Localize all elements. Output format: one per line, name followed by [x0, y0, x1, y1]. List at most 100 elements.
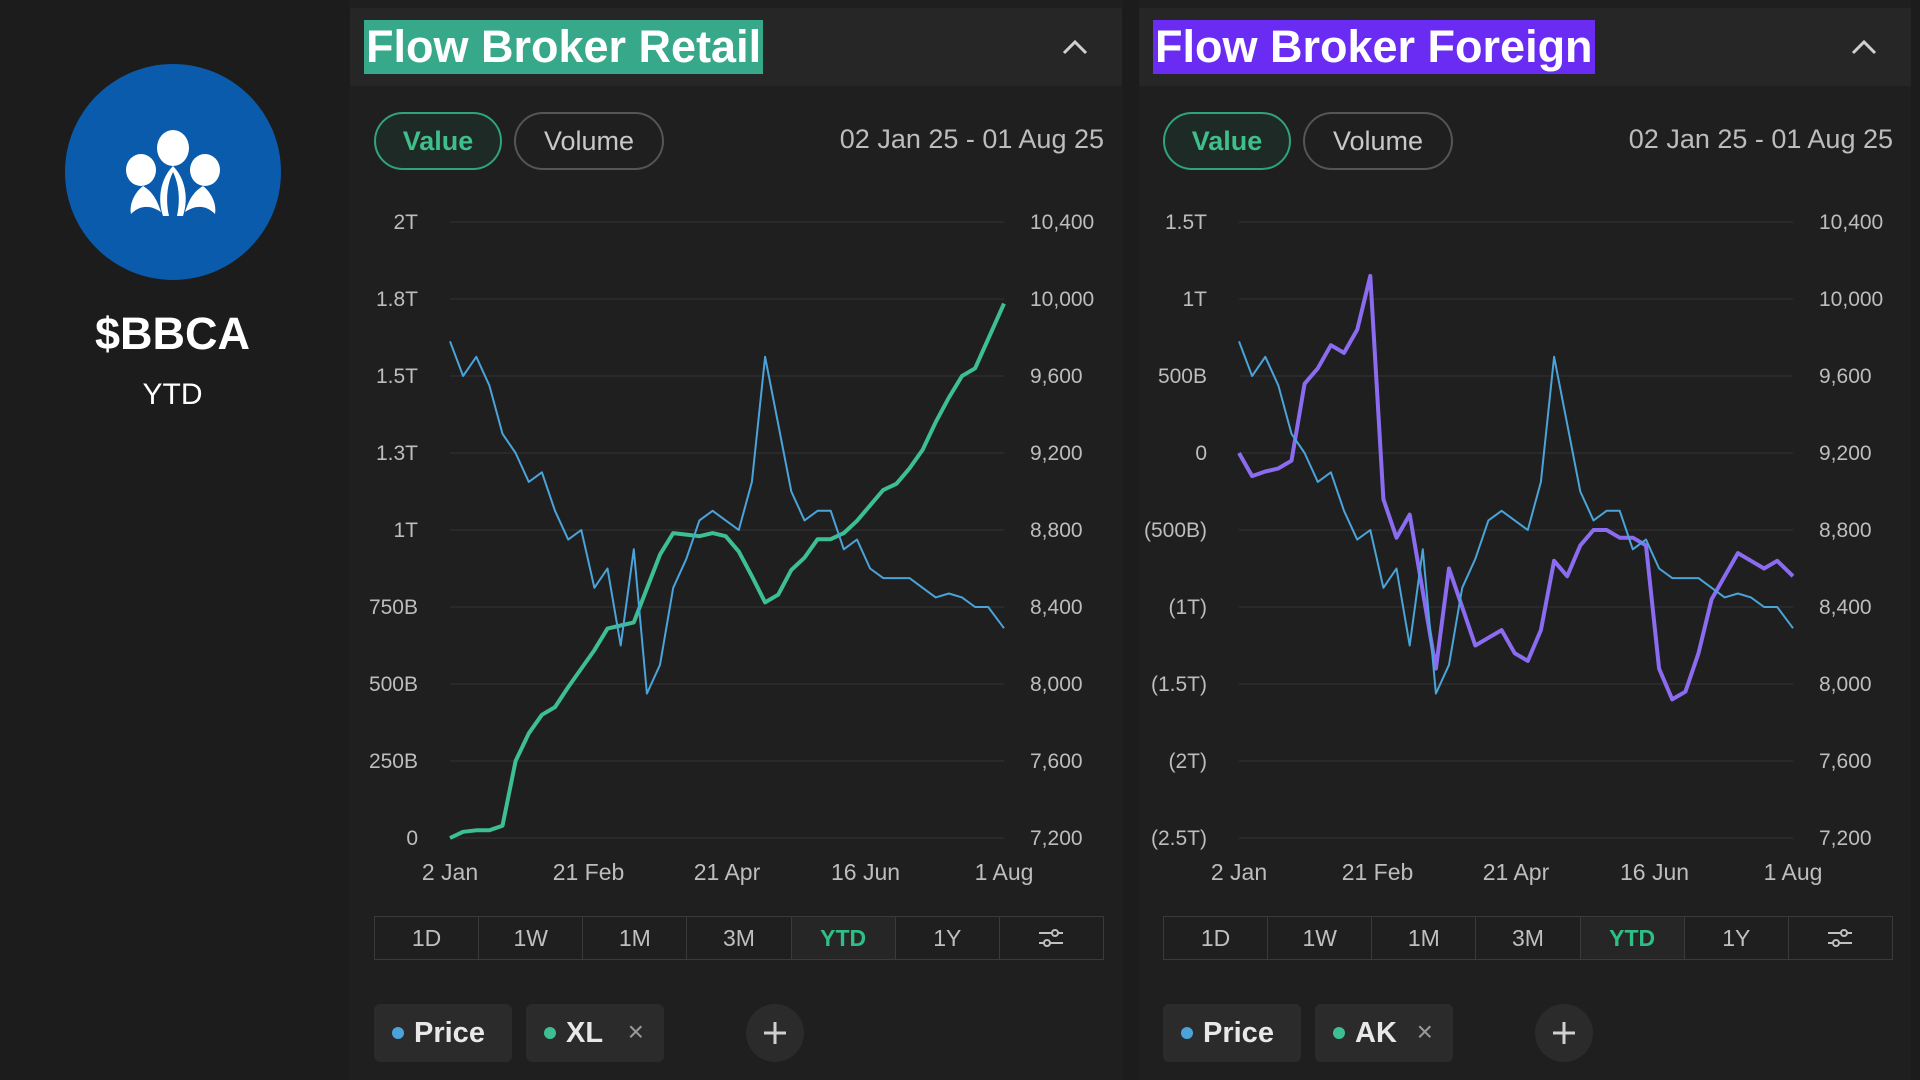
left-tick-label: 2T [393, 211, 418, 234]
volume-toggle-button[interactable]: Volume [1303, 112, 1453, 170]
stock-profile: $BBCA YTD [0, 0, 345, 1080]
broker-chip-xl[interactable]: XL × [526, 1004, 664, 1062]
right-tick-label: 8,400 [1030, 596, 1083, 619]
chip-label: Price [414, 1016, 485, 1049]
left-tick-label: 1.8T [376, 288, 418, 311]
right-tick-label: 10,000 [1819, 288, 1883, 311]
series-chips: Price AK × [1163, 1004, 1893, 1062]
chevron-up-icon[interactable] [1058, 30, 1092, 64]
series-line-xl [449, 302, 1006, 840]
date-range: 02 Jan 25 - 01 Aug 25 [839, 124, 1104, 154]
value-volume-toggle: Value Volume 02 Jan 25 - 01 Aug 25 [374, 112, 1104, 172]
timeframe-1y[interactable]: 1Y [1685, 917, 1789, 959]
right-tick-label: 9,200 [1819, 442, 1872, 465]
ticker-symbol: $BBCA [94, 308, 251, 359]
right-tick-label: 8,000 [1819, 673, 1872, 696]
broker-chip-ak[interactable]: AK × [1315, 1004, 1453, 1062]
timeframe-bar: 1D 1W 1M 3M YTD 1Y [374, 916, 1104, 960]
foreign-panel: Flow Broker Foreign Value Volume 02 Jan … [1139, 0, 1911, 1080]
add-series-button[interactable] [746, 1004, 804, 1062]
retail-panel: Flow Broker Retail Value Volume 02 Jan 2… [350, 0, 1122, 1080]
series-line-price [1238, 340, 1794, 695]
left-tick-label: 500B [1158, 365, 1207, 388]
chip-label: XL [566, 1016, 604, 1049]
timeframe-ytd[interactable]: YTD [1580, 917, 1685, 959]
left-tick-label: 250B [369, 750, 418, 773]
right-tick-label: 9,200 [1030, 442, 1083, 465]
timeframe-1w[interactable]: 1W [1268, 917, 1373, 959]
price-chip[interactable]: Price [1163, 1004, 1301, 1062]
left-tick-label: 1.5T [1165, 211, 1207, 234]
chip-label: Price [1203, 1016, 1274, 1049]
right-tick-label: 8,800 [1819, 519, 1872, 542]
left-tick-label: 1T [393, 519, 418, 542]
add-series-button[interactable] [1535, 1004, 1593, 1062]
left-tick-label: 500B [369, 673, 418, 696]
panel-title: Flow Broker Retail [364, 20, 764, 74]
left-tick-label: 1.3T [376, 442, 418, 465]
timeframe-ytd[interactable]: YTD [791, 917, 896, 959]
right-tick-label: 10,400 [1030, 211, 1094, 234]
left-tick-label: 1T [1182, 288, 1207, 311]
timeframe-3m[interactable]: 3M [1476, 917, 1581, 959]
settings-sliders-icon[interactable] [1000, 917, 1103, 959]
right-tick-label: 7,600 [1030, 750, 1083, 773]
right-tick-label: 10,000 [1030, 288, 1094, 311]
timeframe-3m[interactable]: 3M [687, 917, 792, 959]
broker-dot-icon [1333, 1027, 1345, 1039]
date-range: 02 Jan 25 - 01 Aug 25 [1628, 124, 1893, 154]
left-tick-label: (2T) [1169, 750, 1208, 773]
retail-panel-header: Flow Broker Retail [350, 8, 1122, 86]
value-volume-toggle: Value Volume 02 Jan 25 - 01 Aug 25 [1163, 112, 1893, 172]
timeframe-1m[interactable]: 1M [583, 917, 688, 959]
plus-icon [1553, 1022, 1575, 1044]
series-line-ak [1237, 273, 1795, 702]
left-tick-label: (2.5T) [1151, 827, 1207, 850]
timeframe-1d[interactable]: 1D [1164, 917, 1269, 959]
x-tick-label: 2 Jan [422, 859, 478, 885]
left-tick-label: 0 [406, 827, 418, 850]
right-tick-label: 10,400 [1819, 211, 1883, 234]
timeframe-1d[interactable]: 1D [375, 917, 480, 959]
chevron-up-icon[interactable] [1847, 30, 1881, 64]
left-tick-label: 0 [1195, 442, 1207, 465]
x-tick-label: 21 Feb [553, 859, 625, 885]
period-label: YTD [142, 378, 203, 411]
close-icon[interactable]: × [627, 1016, 644, 1047]
right-tick-label: 8,800 [1030, 519, 1083, 542]
bca-logo-icon [64, 64, 281, 280]
left-tick-label: 1.5T [376, 365, 418, 388]
price-dot-icon [392, 1027, 404, 1039]
volume-toggle-button[interactable]: Volume [514, 112, 664, 170]
x-tick-label: 1 Aug [1764, 859, 1823, 885]
left-tick-label: (1T) [1169, 596, 1208, 619]
settings-sliders-icon[interactable] [1789, 917, 1892, 959]
panel-title: Flow Broker Foreign [1153, 20, 1595, 74]
plus-icon [764, 1022, 786, 1044]
right-tick-label: 7,600 [1819, 750, 1872, 773]
left-tick-label: (1.5T) [1151, 673, 1207, 696]
timeframe-1m[interactable]: 1M [1372, 917, 1477, 959]
price-chip[interactable]: Price [374, 1004, 512, 1062]
timeframe-1w[interactable]: 1W [479, 917, 584, 959]
x-tick-label: 21 Apr [1483, 859, 1550, 885]
right-tick-label: 7,200 [1819, 827, 1872, 850]
right-tick-label: 7,200 [1030, 827, 1083, 850]
x-tick-label: 2 Jan [1211, 859, 1267, 885]
right-tick-label: 8,000 [1030, 673, 1083, 696]
x-tick-label: 16 Jun [831, 859, 900, 885]
right-tick-label: 8,400 [1819, 596, 1872, 619]
price-dot-icon [1181, 1027, 1193, 1039]
x-tick-label: 21 Feb [1342, 859, 1414, 885]
right-tick-label: 9,600 [1819, 365, 1872, 388]
close-icon[interactable]: × [1416, 1016, 1433, 1047]
retail-chart: 2T 10,400 1.8T 10,000 1.5T 9,600 1.3T 9,200 1T 8,… [369, 211, 1094, 885]
value-toggle-button[interactable]: Value [374, 112, 502, 170]
foreign-chart: 1.5T 10,400 1T 10,000 500B 9,600 0 9,200 (500B) 8… [1144, 211, 1883, 885]
foreign-panel-header: Flow Broker Foreign [1139, 8, 1911, 86]
timeframe-1y[interactable]: 1Y [896, 917, 1000, 959]
left-tick-label: 750B [369, 596, 418, 619]
broker-dot-icon [544, 1027, 556, 1039]
value-toggle-button[interactable]: Value [1163, 112, 1291, 170]
series-line-price [449, 340, 1005, 695]
